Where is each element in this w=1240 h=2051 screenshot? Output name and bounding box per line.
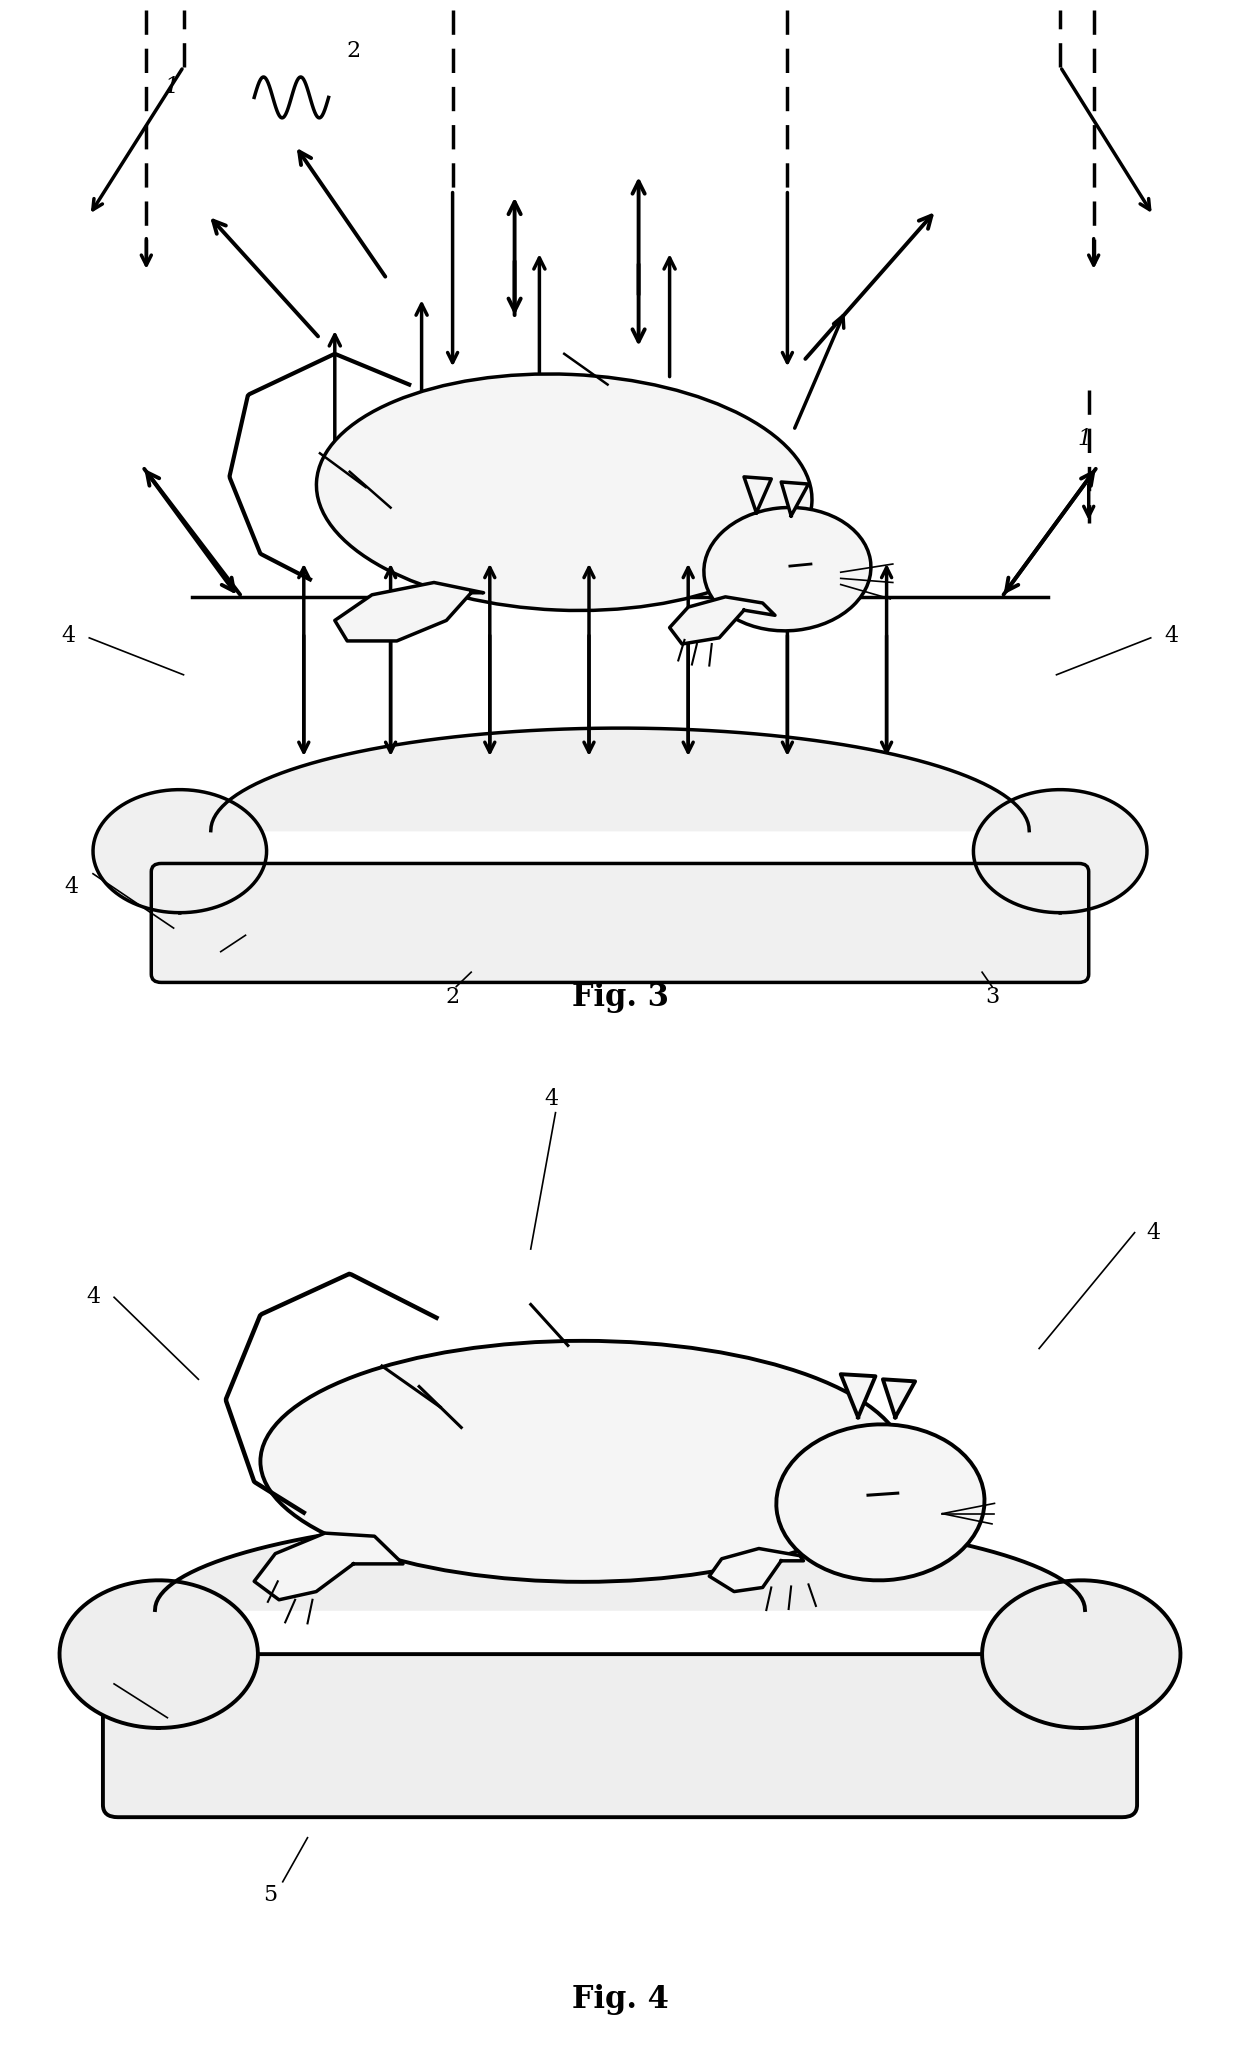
Text: Fig. 3: Fig. 3: [572, 982, 668, 1013]
Polygon shape: [883, 1380, 915, 1417]
Ellipse shape: [704, 507, 870, 632]
Polygon shape: [841, 1374, 875, 1417]
Text: 1: 1: [164, 76, 179, 98]
Polygon shape: [744, 478, 771, 513]
Text: 4: 4: [544, 1089, 559, 1110]
Text: 4: 4: [64, 876, 79, 898]
Polygon shape: [709, 1549, 804, 1592]
Text: 4: 4: [1146, 1222, 1161, 1243]
Text: Fig. 4: Fig. 4: [572, 1983, 668, 2014]
Text: 4: 4: [61, 626, 76, 646]
FancyBboxPatch shape: [103, 1653, 1137, 1817]
Text: 1: 1: [1078, 429, 1092, 449]
Polygon shape: [60, 1581, 258, 1727]
Polygon shape: [670, 597, 775, 644]
Text: 2: 2: [445, 987, 460, 1007]
Polygon shape: [211, 728, 1029, 831]
Polygon shape: [93, 790, 267, 913]
Text: 4: 4: [1164, 626, 1179, 646]
Text: 2: 2: [346, 41, 361, 62]
Text: 3: 3: [985, 987, 999, 1007]
Polygon shape: [254, 1534, 403, 1600]
Ellipse shape: [316, 373, 812, 611]
Polygon shape: [973, 790, 1147, 913]
Polygon shape: [335, 582, 484, 640]
Polygon shape: [155, 1514, 1085, 1610]
Text: 4: 4: [86, 1286, 100, 1309]
Ellipse shape: [260, 1341, 905, 1581]
Text: 5: 5: [201, 952, 216, 972]
Text: 5: 5: [263, 1885, 278, 1905]
Polygon shape: [982, 1581, 1180, 1727]
Ellipse shape: [776, 1423, 985, 1581]
Text: 4: 4: [86, 1674, 100, 1694]
FancyBboxPatch shape: [151, 863, 1089, 982]
Polygon shape: [781, 482, 808, 517]
